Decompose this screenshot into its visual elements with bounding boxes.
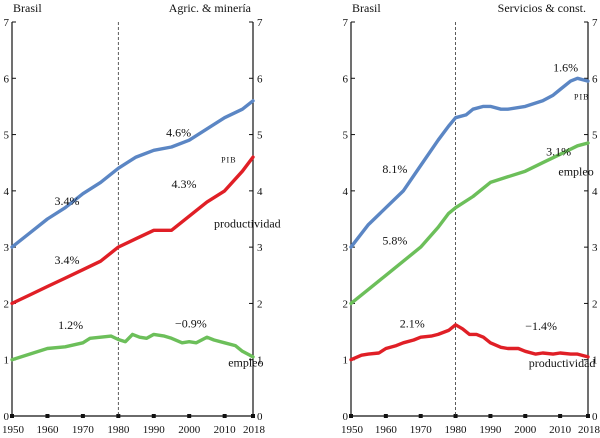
y-tick-label-left: 5: [343, 130, 349, 142]
y-tick-label-right: 2: [257, 298, 263, 310]
x-tick-marker: [488, 414, 493, 418]
x-tick-label: 1970: [410, 424, 433, 436]
y-tick-label-right: 6: [257, 73, 263, 85]
y-tick-label-right: 4: [257, 186, 263, 198]
annotation-label: empleo: [558, 165, 593, 179]
x-tick-marker: [151, 414, 156, 418]
y-tick-label-left: 6: [4, 73, 10, 85]
panel-agric-mineria: Brasil Agric. & minería 0 0 1 1 2 2 3 3 4 4 5 5 6 6 7 7 19…: [2, 1, 281, 436]
x-tick-marker: [586, 414, 590, 418]
y-tick-label-right: 7: [592, 17, 598, 29]
annotation-label: productividad: [529, 356, 596, 370]
series-line-pib: [10, 99, 255, 249]
annotation-label: 4.6%: [166, 125, 191, 139]
annotation-label: PIB: [574, 93, 589, 102]
x-tick-marker: [453, 414, 458, 418]
x-tick-label: 2010: [549, 424, 572, 436]
x-tick-label: 1980: [445, 424, 468, 436]
y-tick-label-left: 3: [343, 242, 349, 254]
x-tick-label: 1990: [143, 424, 166, 436]
annotation-label: 4.3%: [171, 177, 196, 191]
sector-label: Servicios & const.: [498, 1, 586, 15]
series-line-empleo: [349, 141, 590, 306]
y-tick-label-left: 2: [343, 298, 349, 310]
x-tick-label: 2010: [214, 424, 237, 436]
y-tick-label-left: 0: [343, 411, 349, 423]
country-label: Brasil: [352, 1, 381, 15]
y-tick-label-right: 2: [592, 298, 598, 310]
y-tick-label-left: 1: [4, 355, 10, 367]
y-tick-label-left: 5: [4, 130, 10, 142]
annotation-label: 5.8%: [382, 233, 407, 247]
x-tick-marker: [45, 414, 50, 418]
y-tick-label-right: 3: [257, 242, 263, 254]
annotation-label: 8.1%: [382, 162, 407, 176]
series-line-productividad: [10, 155, 255, 306]
x-tick-label: 1980: [107, 424, 130, 436]
annotation-label: productividad: [214, 216, 281, 230]
y-tick-label-right: 3: [592, 242, 598, 254]
x-tick-label: 2000: [514, 424, 537, 436]
series-line-empleo: [10, 332, 255, 362]
y-tick-label-left: 3: [4, 242, 10, 254]
annotation-label: 3.1%: [546, 144, 571, 158]
x-tick-marker: [10, 414, 14, 418]
x-tick-label: 2018: [243, 424, 266, 436]
x-tick-marker: [222, 414, 227, 418]
annotation-label: 1.2%: [58, 318, 83, 332]
series-line-productividad: [349, 323, 590, 362]
y-tick-label-right: 7: [257, 17, 263, 29]
country-label: Brasil: [13, 1, 42, 15]
x-tick-label: 2000: [178, 424, 201, 436]
y-tick-label-right: 0: [592, 411, 598, 423]
y-tick-label-left: 6: [343, 73, 349, 85]
panel-servicios-const: Brasil Servicios & const. 0 0 1 1 2 2 3 3 4 4 5 5 6 6 7 7…: [341, 1, 600, 436]
annotation-label: 3.4%: [55, 253, 80, 267]
x-tick-marker: [418, 414, 423, 418]
x-tick-label: 1990: [479, 424, 502, 436]
annotation-label: PIB: [221, 156, 236, 165]
x-tick-marker: [558, 414, 563, 418]
y-tick-label-left: 0: [4, 411, 10, 423]
x-tick-marker: [349, 414, 353, 418]
y-tick-label-right: 5: [592, 130, 598, 142]
y-tick-label-left: 7: [4, 17, 10, 29]
annotation-label: −0.9%: [175, 317, 207, 331]
annotation-label: empleo: [228, 355, 263, 369]
x-tick-marker: [80, 414, 85, 418]
y-tick-label-right: 4: [592, 186, 598, 198]
annotation-label: 3.4%: [55, 194, 80, 208]
y-tick-label-right: 1: [257, 355, 263, 367]
x-tick-label: 1960: [36, 424, 59, 436]
y-tick-label-left: 4: [4, 186, 10, 198]
y-tick-label-right: 5: [257, 130, 263, 142]
sector-label: Agric. & minería: [169, 1, 252, 15]
y-tick-label-right: 0: [257, 411, 263, 423]
x-tick-marker: [383, 414, 388, 418]
series-line-pib: [349, 76, 590, 249]
x-tick-marker: [251, 414, 255, 418]
x-tick-label: 1970: [72, 424, 95, 436]
annotation-label: 1.6%: [553, 61, 578, 75]
x-tick-label: 2018: [578, 424, 600, 436]
x-tick-label: 1960: [375, 424, 398, 436]
x-tick-marker: [116, 414, 121, 418]
y-tick-label-right: 1: [592, 355, 598, 367]
y-tick-label-right: 6: [592, 73, 598, 85]
y-tick-label-left: 4: [343, 186, 349, 198]
x-tick-marker: [523, 414, 528, 418]
y-tick-label-left: 7: [343, 17, 349, 29]
x-tick-marker: [187, 414, 192, 418]
y-tick-label-left: 1: [343, 355, 349, 367]
annotation-label: 2.1%: [400, 317, 425, 331]
y-tick-label-left: 2: [4, 298, 10, 310]
annotation-label: −1.4%: [525, 319, 557, 333]
x-tick-label: 1950: [2, 424, 25, 436]
x-tick-label: 1950: [341, 424, 364, 436]
